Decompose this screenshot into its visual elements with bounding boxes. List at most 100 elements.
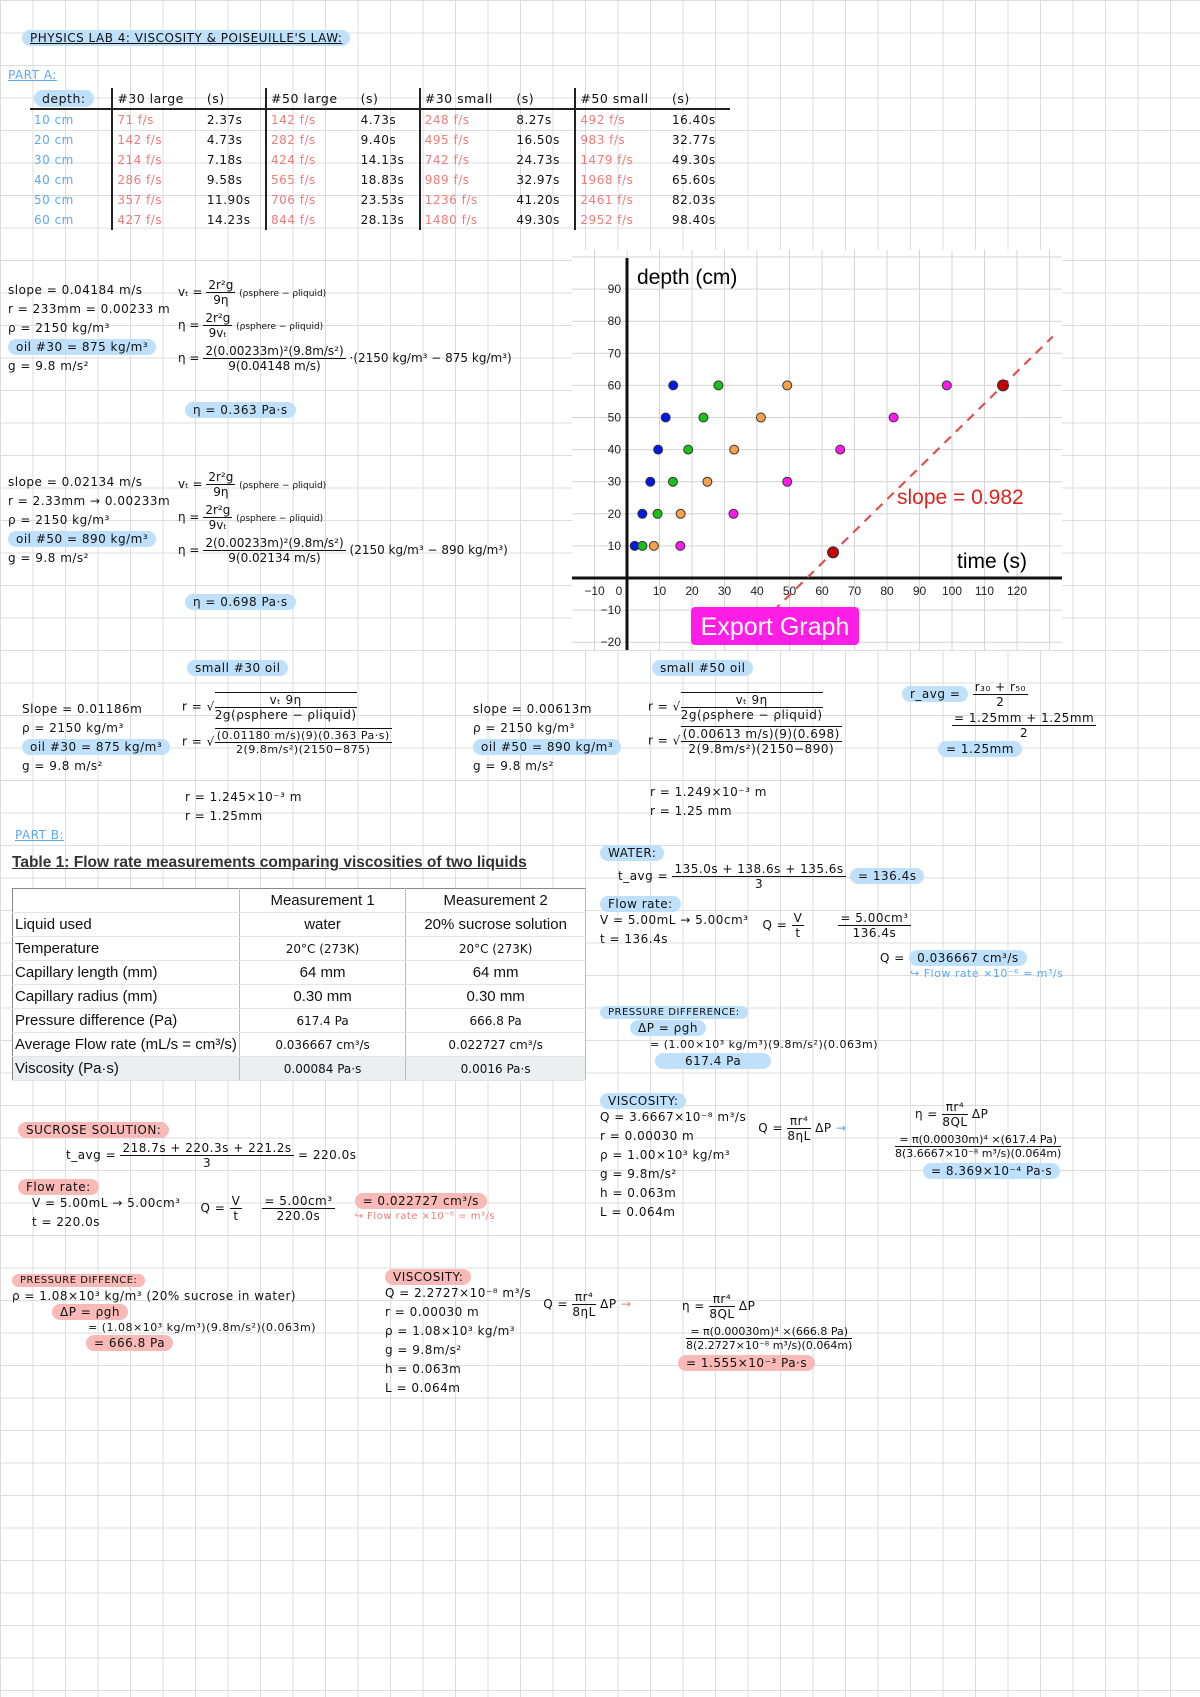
var-line: L = 0.064m [600,1205,676,1219]
table-row: 10 cm 71 f/s 2.37s 142 f/s 4.73s 248 f/s 8.27s… [30,109,730,130]
column-header [12,888,240,913]
dp-result: 617.4 Pa [655,1053,772,1069]
formula-lhs: Q = [200,1201,226,1215]
sucrose-tavg-result: = 220.0s [298,1148,357,1162]
sucrose-section: SUCROSE SOLUTION: t_avg = 218.7s + 220.3… [18,1122,495,1232]
r-avg-lhs: r_avg = [902,686,969,702]
formula-tail: ×(666.8 Pa) [782,1325,849,1338]
volume-line: V = 5.00mL → 5.00cm³ [600,913,749,927]
x-tick-label: −10 [584,584,605,598]
formula-denominator: 2g(ρsphere − ρliquid) [214,708,357,722]
radius-line: r = 1.25 mm [650,804,733,818]
data-point [941,380,952,391]
data-point [782,476,793,487]
formula-numerator: = π(0.00030m)⁴ [690,1325,779,1338]
var-line: ρ = 2150 kg/m³ [22,721,124,735]
var-line: ρ = 2150 kg/m³ [8,321,110,335]
time-cell: 9.40s [360,133,397,147]
frames-cell: 248 f/s [418,109,513,130]
x-axis-label: time (s) [957,550,1027,573]
measurement-cell: 0.30 mm [239,984,407,1009]
calc-50-small-formulas: r = √ vₜ 9η 2g(ρsphere − ρliquid) r = √ (0.… [648,692,842,756]
time-cell: 9.58s [206,173,243,187]
var-line: slope = 0.04184 m/s [8,283,143,297]
formula-lhs: η = [178,543,200,557]
slope-annotation: slope = 0.982 [897,486,1024,509]
formula-denominator: 8ηL [787,1129,811,1143]
formula-denominator: 8(3.6667×10⁻⁸ m³/s)(0.064m) [895,1147,1062,1160]
small-30-label: small #30 oil [187,660,289,676]
flow-note: ↪ Flow rate ×10⁻⁶ = m³/s [910,967,1064,980]
var-line: g = 9.8 m/s² [8,551,89,565]
row-label: Capillary length (mm) [12,960,240,985]
formula-lhs: vₜ = [178,477,203,491]
frames-cell: 214 f/s [111,150,203,170]
formula-denominator: 9vₜ [208,326,227,340]
time-cell: 49.30s [671,153,716,167]
var-line: g = 9.8m/s² [600,1167,677,1181]
time-cell: 11.90s [206,193,251,207]
table1-title: Table 1: Flow rate measurements comparin… [12,854,527,871]
data-point [675,508,686,519]
formula-tail: (ρsphere − ρliquid) [236,514,324,524]
depth-cell: 20 cm [34,133,74,147]
water-pressure: PRESSURE DIFFERENCE: ΔP = ρgh = (1.00×10… [600,1004,878,1069]
var-line: Q = 2.2727×10⁻⁸ m³/s [385,1286,532,1300]
formula-numerator: (0.01180 m/s)(9)(0.363 Pa·s) [214,729,392,743]
measurement-cell: 20% sucrose solution [405,912,586,937]
part-b-label: PART B: [15,828,65,842]
var-line: Slope = 0.01186m [22,702,143,716]
table-row: 60 cm 427 f/s 14.23s 844 f/s 28.13s 1480 f/s 4… [30,210,730,230]
x-tick-label: 100 [942,584,962,598]
data-point [653,444,664,455]
formula-numerator: 218.7s + 220.3s + 221.2s [120,1141,294,1156]
data-point [728,508,739,519]
flow-rate-table: Measurement 1 Measurement 2 Liquid used wat… [12,888,586,1081]
formula-lhs: Q = [758,1121,784,1135]
time-cell: 65.60s [671,173,716,187]
formula-numerator: πr⁴ [942,1100,968,1115]
formula-numerator: 2r²g [206,278,236,293]
table-row: 50 cm 357 f/s 11.90s 706 f/s 23.53s 1236 f/s 4… [30,190,730,210]
formula-tail: (ρsphere − ρliquid) [239,481,327,491]
table-row: Liquid used water 20% sucrose solution [12,912,586,937]
formula-lhs: η = [178,351,200,365]
export-graph-button[interactable]: Export Graph [691,607,859,645]
time-cell: 16.40s [671,113,716,127]
data-point [667,476,678,487]
formula-numerator: 135.0s + 138.6s + 135.6s [672,862,846,877]
density-line: ρ = 1.08×10³ kg/m³ (20% sucrose in water… [12,1289,297,1303]
var-line: ρ = 1.00×10³ kg/m³ [600,1148,731,1162]
slope-point [827,546,840,559]
viscosity-label: VISCOSITY: [600,1093,687,1109]
r-avg-result: = 1.25mm [938,741,1022,757]
formula-lhs: Q = [880,951,905,965]
var-line-highlight: oil #50 = 890 kg/m³ [8,531,157,547]
measurement-cell: 0.30 mm [405,984,586,1009]
header-50-small: #50 small [574,88,668,110]
time-cell: 41.20s [516,193,560,207]
var-line: g = 9.8m/s² [385,1343,462,1357]
slope-point [997,379,1010,392]
pressure-label: PRESSURE DIFFERENCE: [600,1006,748,1019]
flow-rate-label: Flow rate: [600,896,681,912]
time-cell: 7.18s [206,153,243,167]
measurement-cell: 20°C (273K) [239,936,407,961]
data-point [645,476,656,487]
var-line: slope = 0.02134 m/s [8,475,143,489]
sucrose-viscosity-result: = 1.555×10⁻³ Pa·s [678,1355,816,1371]
y-tick-label: 30 [608,475,622,489]
formula-lhs: r = [182,734,203,749]
formula-tail: (ρsphere − ρliquid) [239,289,327,299]
depth-time-table: depth: #30 large (s) #50 large (s) #30 s… [30,88,730,230]
formula-tail: ΔP [971,1107,989,1121]
time-cell: 4.73s [206,133,243,147]
frames-cell: 983 f/s [574,130,668,150]
header-unit: (s) [512,88,576,110]
y-tick-label: 50 [608,411,622,425]
formula-numerator: = π(0.00030m)⁴ [899,1133,988,1146]
measurement-cell: 64 mm [239,960,407,985]
var-line: r = 2.33mm → 0.00233m [8,494,171,508]
water-flow-result: 0.036667 cm³/s [909,950,1027,966]
